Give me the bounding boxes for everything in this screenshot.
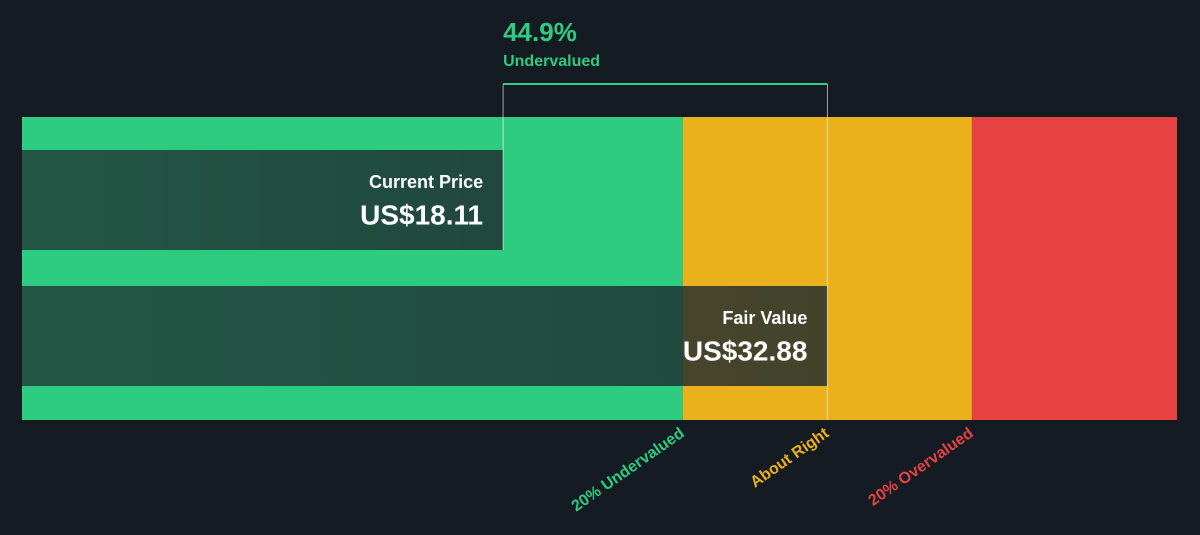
value-bar [22, 286, 828, 386]
zone [971, 117, 1177, 420]
difference-status: Undervalued [503, 53, 600, 70]
bar-label: Fair Value [722, 308, 807, 328]
bar-value: US$18.11 [360, 199, 483, 230]
value-bar [22, 150, 504, 250]
bar-value: US$32.88 [683, 335, 808, 366]
bar-label: Current Price [369, 172, 483, 192]
difference-value: 44.9% [503, 17, 577, 47]
